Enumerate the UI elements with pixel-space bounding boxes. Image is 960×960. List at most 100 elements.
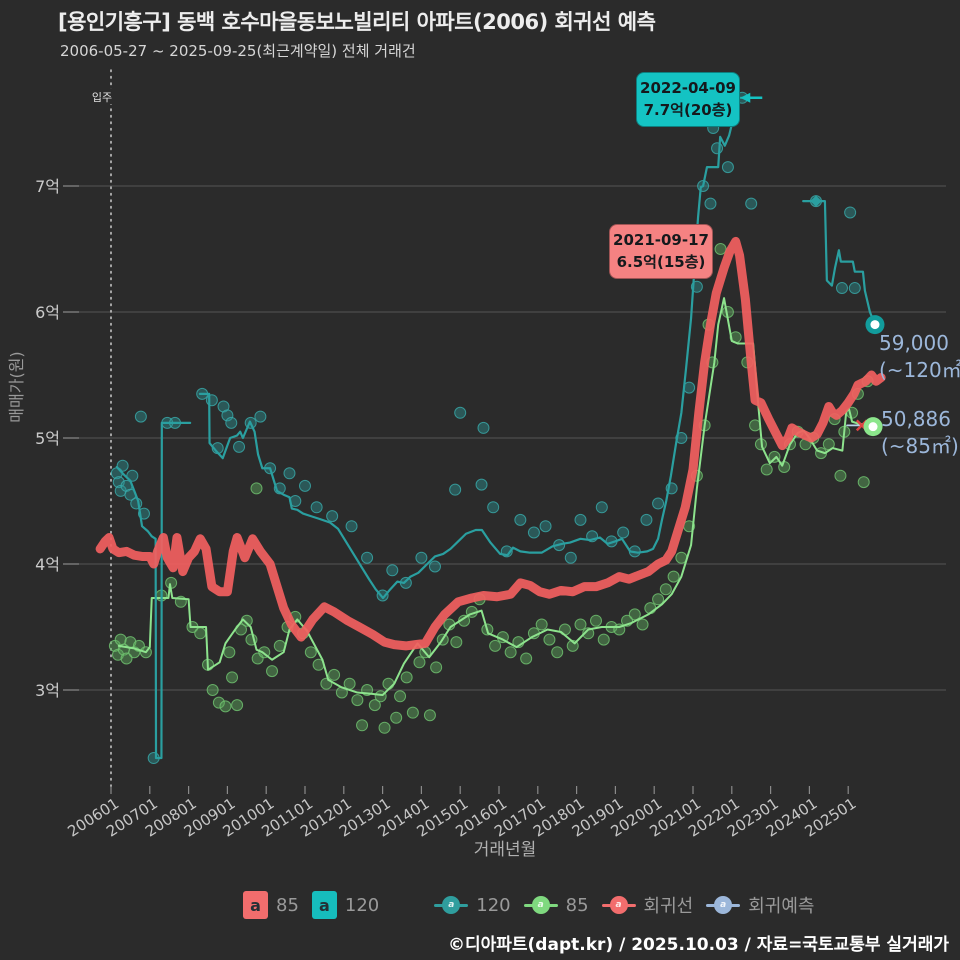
line-ma_120 bbox=[198, 96, 747, 600]
scatter-point-120 bbox=[116, 459, 129, 472]
scatter-point-120 bbox=[711, 142, 724, 155]
x-axis-title: 거래년월 bbox=[474, 840, 537, 860]
legend-swatch-icon: a bbox=[311, 891, 337, 919]
scatter-point-120 bbox=[475, 478, 488, 491]
scatter-point-120 bbox=[835, 282, 848, 295]
scatter-point-120 bbox=[415, 551, 428, 564]
scatter-point-85 bbox=[582, 627, 595, 640]
scatter-point-85 bbox=[212, 696, 225, 709]
scatter-point-85 bbox=[667, 570, 680, 583]
scatter-point-85 bbox=[543, 633, 556, 646]
y-tick-label: 4억 bbox=[35, 555, 60, 574]
max-price-callout-85: 2021-09-17 6.5억(15층) bbox=[609, 224, 713, 279]
end-label-120: 59,000 (~120㎡) bbox=[879, 330, 960, 384]
scatter-point-85 bbox=[558, 623, 571, 636]
scatter-point-120 bbox=[745, 197, 758, 210]
scatter-point-85 bbox=[413, 656, 426, 669]
end-price-85: 50,886 bbox=[881, 407, 951, 431]
scatter-point-120 bbox=[477, 421, 490, 434]
scatter-point-120 bbox=[704, 197, 717, 210]
scatter-point-85 bbox=[382, 677, 395, 690]
scatter-point-85 bbox=[266, 665, 279, 678]
y-tick-label: 7억 bbox=[35, 177, 60, 196]
page-title: [용인기흥구] 동백 호수마을동보노빌리티 아파트(2006) 회귀선 예측 bbox=[58, 10, 656, 34]
legend-item-120[interactable]: a 120 bbox=[434, 894, 511, 916]
scatter-point-85 bbox=[356, 719, 369, 732]
scatter-point-120 bbox=[564, 551, 577, 564]
scatter-point-85 bbox=[206, 684, 219, 696]
scatter-point-85 bbox=[368, 699, 381, 712]
legend-item-회귀예측[interactable]: a 회귀예측 bbox=[706, 892, 814, 918]
end-label-85: 50,886 (~85㎡) bbox=[881, 406, 959, 460]
scatter-point-120 bbox=[449, 483, 462, 496]
legend-item-85[interactable]: a 85 bbox=[243, 891, 299, 919]
legend-marker-icon: a bbox=[601, 896, 636, 914]
scatter-point-85 bbox=[714, 243, 727, 255]
y-tick-label: 6억 bbox=[35, 303, 60, 322]
scatter-point-120 bbox=[675, 432, 688, 444]
legend-label: 120 bbox=[476, 894, 511, 916]
scatter-point-120 bbox=[640, 513, 653, 526]
scatter-point-85 bbox=[652, 593, 665, 606]
page-subtitle: 2006-05-27 ~ 2025-09-25(최근계약일) 전체 거래건 bbox=[60, 42, 416, 60]
line-regression bbox=[95, 236, 886, 651]
scatter-point-120 bbox=[539, 520, 552, 533]
scatter-point-85 bbox=[194, 627, 207, 640]
scatter-point-120 bbox=[225, 416, 238, 429]
scatter-point-85 bbox=[406, 706, 419, 719]
scatter-point-85 bbox=[450, 636, 463, 649]
endpoint-marker-85-core bbox=[868, 422, 878, 432]
scatter-point-120 bbox=[487, 501, 500, 514]
source-credit: ©디아파트(dapt.kr) / 2025.10.03 / 자료=국토교통부 실… bbox=[447, 935, 949, 955]
max-price-callout-120: 2022-04-09 7.7억(20층) bbox=[636, 72, 740, 127]
legend-label: 85 bbox=[276, 894, 299, 916]
end-area-120: (~120㎡) bbox=[879, 358, 960, 382]
scatter-point-85 bbox=[760, 463, 773, 476]
legend-marker-icon: a bbox=[434, 896, 469, 914]
legend-item-회귀선[interactable]: a 회귀선 bbox=[601, 892, 694, 918]
scatter-point-120 bbox=[299, 479, 311, 492]
scatter-point-120 bbox=[361, 551, 374, 564]
move-in-label-bg bbox=[87, 89, 117, 104]
scatter-point-120 bbox=[617, 526, 630, 539]
scatter-point-120 bbox=[134, 410, 147, 423]
scatter-point-85 bbox=[304, 646, 317, 659]
scatter-point-120 bbox=[326, 510, 339, 523]
scatter-point-85 bbox=[423, 709, 436, 722]
scatter-point-85 bbox=[219, 700, 232, 713]
legend-label: 회귀선 bbox=[643, 896, 694, 917]
scatter-point-120 bbox=[652, 497, 665, 510]
scatter-point-85 bbox=[636, 618, 649, 631]
scatter-point-85 bbox=[659, 583, 672, 596]
scatter-point-85 bbox=[520, 652, 533, 665]
end-price-120: 59,000 bbox=[879, 331, 949, 355]
endpoint-marker-120-core bbox=[870, 320, 880, 330]
scatter-point-120 bbox=[428, 560, 441, 573]
scatter-point-120 bbox=[454, 406, 467, 419]
y-tick-label: 5억 bbox=[35, 429, 60, 448]
legend-item-85[interactable]: a 85 bbox=[523, 895, 589, 916]
callout-date: 2021-09-17 bbox=[613, 231, 709, 249]
scatter-point-120 bbox=[345, 520, 358, 533]
scatter-point-120 bbox=[721, 161, 734, 174]
scatter-point-85 bbox=[120, 652, 133, 665]
y-axis-title: 매매가(원) bbox=[7, 351, 26, 422]
scatter-point-85 bbox=[834, 469, 847, 482]
scatter-point-85 bbox=[504, 646, 517, 659]
callout-arrow-head bbox=[740, 92, 751, 103]
scatter-point-120 bbox=[386, 564, 399, 577]
scatter-point-85 bbox=[378, 721, 391, 734]
end-area-85: (~85㎡) bbox=[881, 434, 959, 458]
scatter-point-85 bbox=[226, 671, 239, 684]
callout-date: 2022-04-09 bbox=[640, 79, 736, 97]
scatter-point-85 bbox=[400, 671, 413, 684]
legend-swatch-icon: a bbox=[243, 891, 268, 919]
scatter-point-120 bbox=[233, 440, 246, 453]
scatter-point-85 bbox=[574, 618, 587, 631]
legend-item-120[interactable]: a 120 bbox=[311, 891, 379, 919]
callout-price: 6.5억(15층) bbox=[616, 253, 706, 271]
chart-legend: a 85 a 120 a 120 a 85 a 회귀선 a 회귀예측 bbox=[243, 888, 814, 922]
legend-label: 회귀예측 bbox=[748, 896, 815, 917]
legend-marker-icon: a bbox=[706, 896, 741, 914]
